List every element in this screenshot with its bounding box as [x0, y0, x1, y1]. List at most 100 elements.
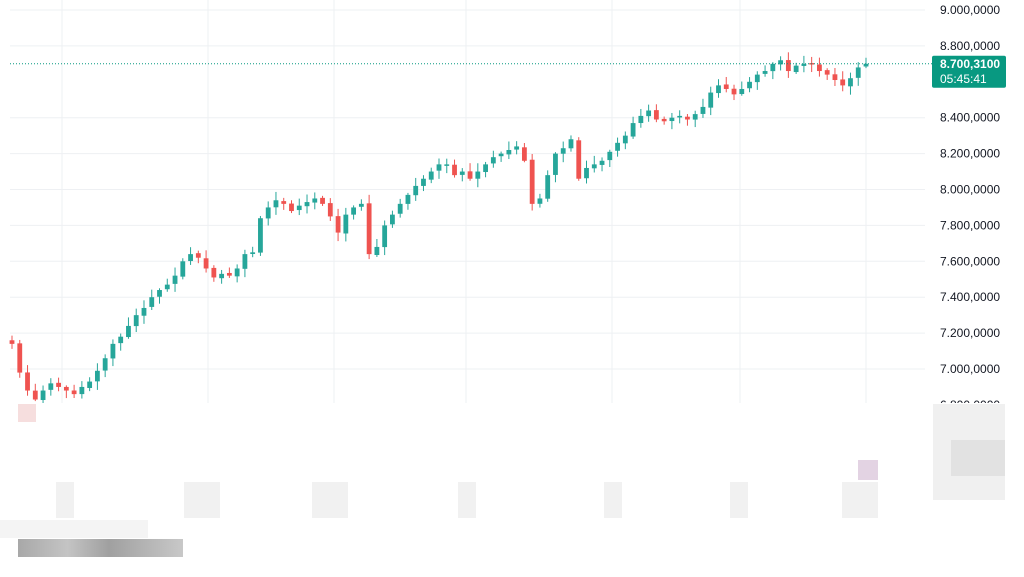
candle [801, 55, 807, 73]
candle [157, 288, 162, 304]
candle-body [467, 171, 473, 179]
candle [149, 289, 155, 310]
y-tick-label: 7.400,0000 [940, 290, 1000, 304]
candle-body [351, 207, 357, 215]
candle-body [71, 390, 77, 395]
candle-body [459, 171, 465, 175]
candle-body [79, 386, 85, 395]
candle-body [157, 290, 162, 297]
blurred-area-right-inner [951, 440, 1005, 476]
blurred-tick-7 [842, 482, 878, 518]
candle [475, 163, 481, 188]
candle [708, 86, 714, 116]
candle-body [801, 63, 807, 66]
candle-body [444, 164, 450, 166]
candle-body [739, 88, 745, 95]
candle [327, 198, 333, 221]
candle-body [863, 63, 869, 67]
candle [514, 141, 520, 155]
candle [242, 249, 248, 278]
candle [405, 192, 411, 210]
candle [824, 68, 830, 80]
candle [560, 141, 566, 163]
candle-body [855, 67, 861, 78]
blurred-tick-4 [458, 482, 476, 518]
blurred-tick-5 [604, 482, 622, 518]
price-axis[interactable]: 9.000,0000 8.800,0000 8.400,0000 8.200,0000… [940, 3, 1000, 412]
y-tick-label: 8.200,0000 [940, 147, 1000, 161]
candle [428, 167, 434, 184]
candle [537, 193, 543, 208]
candle-body [506, 150, 512, 155]
candle-body [234, 268, 240, 277]
candle-body [126, 325, 131, 338]
candle-body [296, 205, 302, 211]
candle-body [747, 81, 752, 89]
candle [32, 383, 38, 402]
blurred-tick-1 [56, 482, 74, 518]
candle [118, 333, 124, 351]
candle-body [436, 164, 442, 171]
candle [211, 265, 217, 282]
candle [180, 258, 186, 280]
candle-body [514, 146, 520, 150]
candle [63, 385, 69, 399]
candle [677, 110, 683, 124]
candle [304, 194, 310, 214]
blurred-tick-6 [730, 482, 748, 518]
candle-body [358, 203, 364, 207]
candle-body [17, 343, 23, 373]
candle [421, 175, 426, 192]
candle [126, 317, 131, 339]
y-tick-label: 9.000,0000 [940, 3, 1000, 17]
candle-body [754, 74, 760, 83]
blurred-tick-2 [184, 482, 220, 518]
candle [219, 269, 225, 284]
candle [638, 108, 644, 128]
candle [490, 150, 496, 168]
candle-body [133, 315, 139, 327]
candle [48, 378, 54, 396]
candle-body [32, 390, 38, 400]
candle-body [172, 275, 178, 284]
candle [17, 339, 23, 378]
candle [320, 195, 325, 206]
candle-body [785, 60, 791, 72]
candle-body [840, 79, 846, 86]
candle-body [553, 153, 558, 175]
candle [343, 207, 349, 242]
candle-body [824, 70, 830, 75]
candle [250, 246, 256, 258]
candle-body [615, 142, 620, 151]
candle [553, 152, 558, 183]
candle [599, 157, 605, 172]
candle-body [653, 110, 659, 120]
candle [40, 385, 46, 403]
candle-body [118, 336, 124, 344]
candle [273, 191, 279, 215]
candle-body [9, 340, 15, 344]
candle-body [382, 225, 388, 248]
candle [71, 384, 77, 399]
candle-body [242, 254, 248, 269]
candle [646, 104, 652, 122]
current-price-value: 8.700,3100 [940, 57, 1000, 71]
candle-body [700, 106, 706, 114]
candle-body [102, 358, 108, 371]
candle-body [250, 252, 256, 254]
candle-body [25, 372, 30, 391]
candle [584, 160, 589, 184]
candle-body [63, 386, 69, 391]
candle [770, 62, 776, 80]
candle-body [545, 175, 551, 199]
candle [762, 65, 768, 77]
candle-body [708, 92, 714, 108]
candle [110, 339, 116, 367]
blurred-caption-top [0, 520, 148, 538]
candle [778, 56, 784, 71]
candle [739, 81, 745, 96]
current-price-tag [932, 55, 1006, 88]
candle-body [203, 258, 209, 269]
candle-body [778, 60, 784, 65]
